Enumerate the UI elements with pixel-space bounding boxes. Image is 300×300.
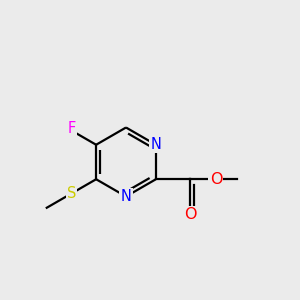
Text: N: N xyxy=(150,137,161,152)
Text: O: O xyxy=(210,172,222,187)
Text: O: O xyxy=(184,207,196,222)
Text: N: N xyxy=(121,189,131,204)
Text: S: S xyxy=(67,186,76,201)
Text: F: F xyxy=(67,122,76,136)
